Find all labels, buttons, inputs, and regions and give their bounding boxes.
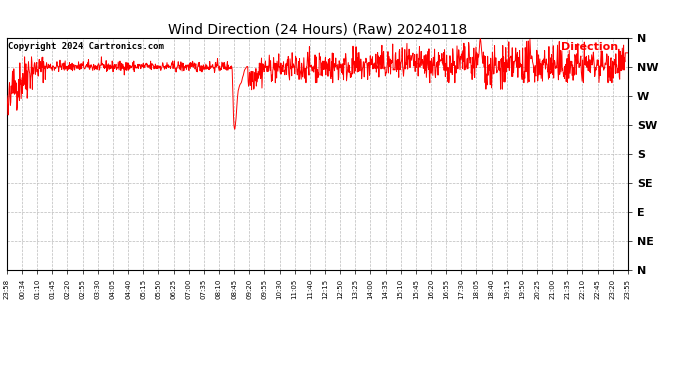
Text: Copyright 2024 Cartronics.com: Copyright 2024 Cartronics.com	[8, 42, 164, 51]
Title: Wind Direction (24 Hours) (Raw) 20240118: Wind Direction (24 Hours) (Raw) 20240118	[168, 22, 467, 36]
Text: Direction: Direction	[562, 42, 618, 52]
